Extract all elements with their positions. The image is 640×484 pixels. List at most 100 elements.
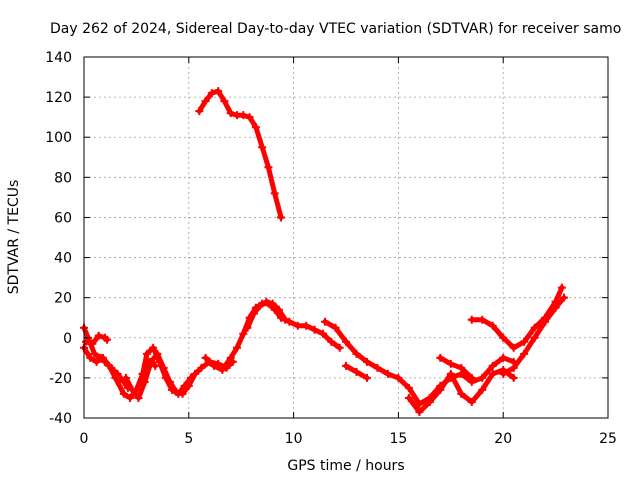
data-point (467, 315, 476, 324)
data-point (478, 315, 487, 324)
chart-title: Day 262 of 2024, Sidereal Day-to-day VTE… (50, 21, 621, 37)
y-tick-label: -40 (49, 411, 72, 427)
data-point (457, 363, 466, 372)
data-point (557, 283, 566, 292)
data-point (226, 353, 235, 362)
data-point (149, 343, 158, 352)
data-point (277, 213, 286, 222)
data-point (318, 329, 327, 338)
data-point (88, 339, 97, 348)
data-point (258, 143, 267, 152)
data-point (138, 369, 147, 378)
data-point (293, 321, 302, 330)
data-point (425, 397, 434, 406)
data-point (220, 97, 229, 106)
data-point (509, 363, 518, 372)
data-point (488, 321, 497, 330)
data-point (404, 383, 413, 392)
data-point (103, 335, 112, 344)
data-point (352, 367, 361, 376)
data-point (218, 365, 227, 374)
data-point (226, 109, 235, 118)
data-point (530, 323, 539, 332)
data-point (436, 385, 445, 394)
plot-frame (83, 56, 609, 419)
data-point (446, 359, 455, 368)
data-point (105, 361, 114, 370)
tick-layer: 0 5 10 15 20 25 -40 -20 0 20 40 60 80 100 120 140 (45, 50, 617, 447)
data-point (92, 357, 101, 366)
data-point (98, 353, 107, 362)
data-point (331, 323, 340, 332)
y-tick-label: 80 (54, 170, 72, 186)
y-tick-label: 0 (63, 331, 72, 347)
series-line-track-m (469, 285, 565, 351)
data-point (383, 369, 392, 378)
data-point (509, 373, 518, 382)
y-tick-label: 140 (45, 50, 72, 66)
data-point (264, 163, 273, 172)
data-point (404, 393, 413, 402)
data-point (499, 369, 508, 378)
data-point (121, 373, 130, 382)
data-point (151, 361, 160, 370)
data-point (342, 337, 350, 346)
data-point (281, 315, 290, 324)
x-tick-label: 25 (599, 431, 617, 447)
data-point (207, 89, 216, 98)
x-tick-label: 5 (184, 431, 193, 447)
data-point (499, 353, 508, 362)
data-point (415, 399, 424, 408)
data-point (119, 389, 128, 398)
data-point (310, 325, 319, 334)
data-point (201, 353, 210, 362)
data-point (478, 385, 487, 394)
data-point (352, 349, 361, 358)
y-tick-label: 20 (54, 291, 72, 307)
data-point (249, 309, 258, 318)
data-point (191, 369, 200, 378)
series-line-track-f (203, 301, 343, 373)
data-point (467, 397, 476, 406)
data-point (467, 373, 476, 382)
data-point (394, 373, 403, 382)
data-point (214, 87, 223, 96)
data-point (499, 333, 508, 342)
data-point (233, 343, 242, 352)
data-point (94, 331, 103, 340)
data-point (268, 299, 277, 308)
data-point (285, 317, 294, 326)
data-point (140, 377, 149, 386)
y-tick-label: 120 (45, 90, 72, 106)
data-point (415, 407, 424, 416)
y-tick-label: -20 (49, 371, 72, 387)
y-tick-label: 100 (45, 130, 72, 146)
data-point (251, 123, 260, 132)
data-point (186, 373, 195, 382)
data-point (520, 349, 529, 358)
data-point (90, 349, 99, 358)
data-point (155, 357, 164, 366)
data-point (134, 393, 143, 402)
data-point (147, 357, 156, 366)
data-point (559, 293, 568, 302)
data-point (126, 393, 135, 402)
data-point (446, 369, 455, 378)
y-tick-label: 40 (54, 251, 72, 267)
data-point (262, 297, 271, 306)
data-point (86, 353, 95, 362)
data-point (520, 337, 529, 346)
y-tick-label: 60 (54, 210, 72, 226)
data-point (82, 337, 91, 346)
x-tick-label: 15 (389, 431, 407, 447)
data-point (541, 317, 550, 326)
data-point (201, 97, 210, 106)
data-point (478, 373, 487, 382)
x-tick-label: 0 (80, 431, 89, 447)
data-point (239, 111, 248, 120)
data-point (245, 113, 254, 122)
data-point (274, 305, 283, 314)
x-tick-label: 10 (285, 431, 303, 447)
